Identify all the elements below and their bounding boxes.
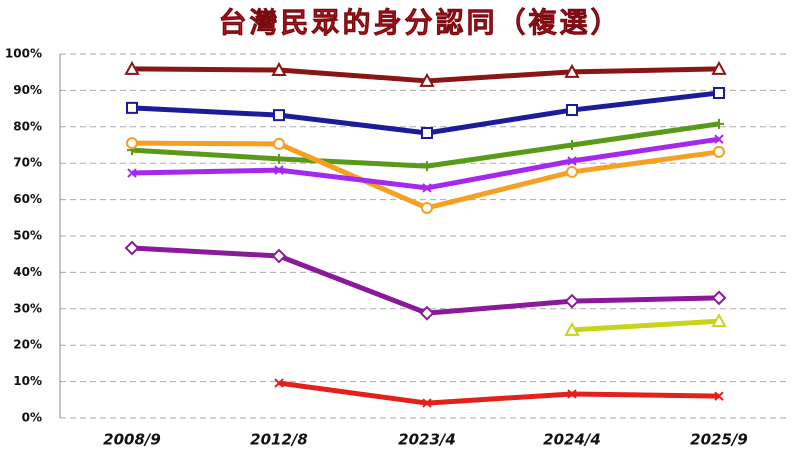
y-tick-label: 20% bbox=[13, 338, 42, 352]
marker bbox=[127, 168, 137, 178]
x-tick-label: 2024/4 bbox=[543, 431, 601, 449]
marker bbox=[713, 145, 725, 158]
marker bbox=[124, 60, 140, 75]
marker bbox=[711, 60, 727, 75]
marker bbox=[711, 313, 727, 328]
marker bbox=[419, 72, 435, 87]
marker bbox=[422, 161, 432, 172]
y-tick-label: 70% bbox=[13, 156, 42, 170]
marker bbox=[273, 137, 285, 150]
marker bbox=[714, 118, 724, 129]
marker bbox=[564, 63, 580, 78]
marker bbox=[713, 86, 725, 99]
series-line bbox=[278, 380, 720, 406]
marker bbox=[566, 165, 578, 178]
series-line bbox=[571, 318, 720, 333]
marker bbox=[126, 137, 138, 150]
marker bbox=[714, 134, 724, 144]
x-tick-label: 2008/9 bbox=[103, 431, 161, 449]
marker bbox=[567, 140, 577, 150]
marker bbox=[271, 248, 287, 264]
marker bbox=[422, 183, 432, 193]
marker bbox=[271, 61, 287, 77]
marker bbox=[714, 391, 724, 401]
marker bbox=[274, 165, 284, 175]
marker bbox=[274, 378, 284, 388]
x-tick-label: 2023/4 bbox=[398, 431, 456, 449]
marker bbox=[564, 321, 580, 336]
marker bbox=[421, 126, 433, 139]
marker bbox=[124, 240, 140, 256]
y-tick-label: 80% bbox=[13, 119, 42, 133]
y-tick-label: 100% bbox=[5, 47, 42, 61]
series-line bbox=[131, 245, 720, 316]
marker bbox=[422, 398, 432, 408]
marker bbox=[564, 293, 580, 309]
marker bbox=[421, 201, 433, 214]
x-tick-label: 2025/9 bbox=[690, 431, 748, 449]
y-tick-label: 0% bbox=[22, 411, 42, 425]
y-tick-label: 10% bbox=[13, 374, 42, 388]
y-tick-label: 30% bbox=[13, 301, 42, 315]
marker bbox=[274, 153, 284, 164]
y-tick-label: 90% bbox=[13, 83, 42, 97]
marker bbox=[566, 104, 578, 117]
marker bbox=[567, 156, 577, 166]
y-tick-label: 60% bbox=[13, 192, 42, 206]
marker bbox=[126, 101, 138, 114]
y-tick-label: 50% bbox=[13, 229, 42, 243]
chart-title: 台灣民眾的身分認同（複選） bbox=[218, 6, 621, 39]
marker bbox=[567, 389, 577, 399]
marker bbox=[273, 109, 285, 122]
x-tick-label: 2012/8 bbox=[250, 431, 308, 449]
marker bbox=[419, 305, 435, 321]
marker bbox=[711, 290, 727, 306]
y-tick-label: 40% bbox=[13, 265, 42, 279]
